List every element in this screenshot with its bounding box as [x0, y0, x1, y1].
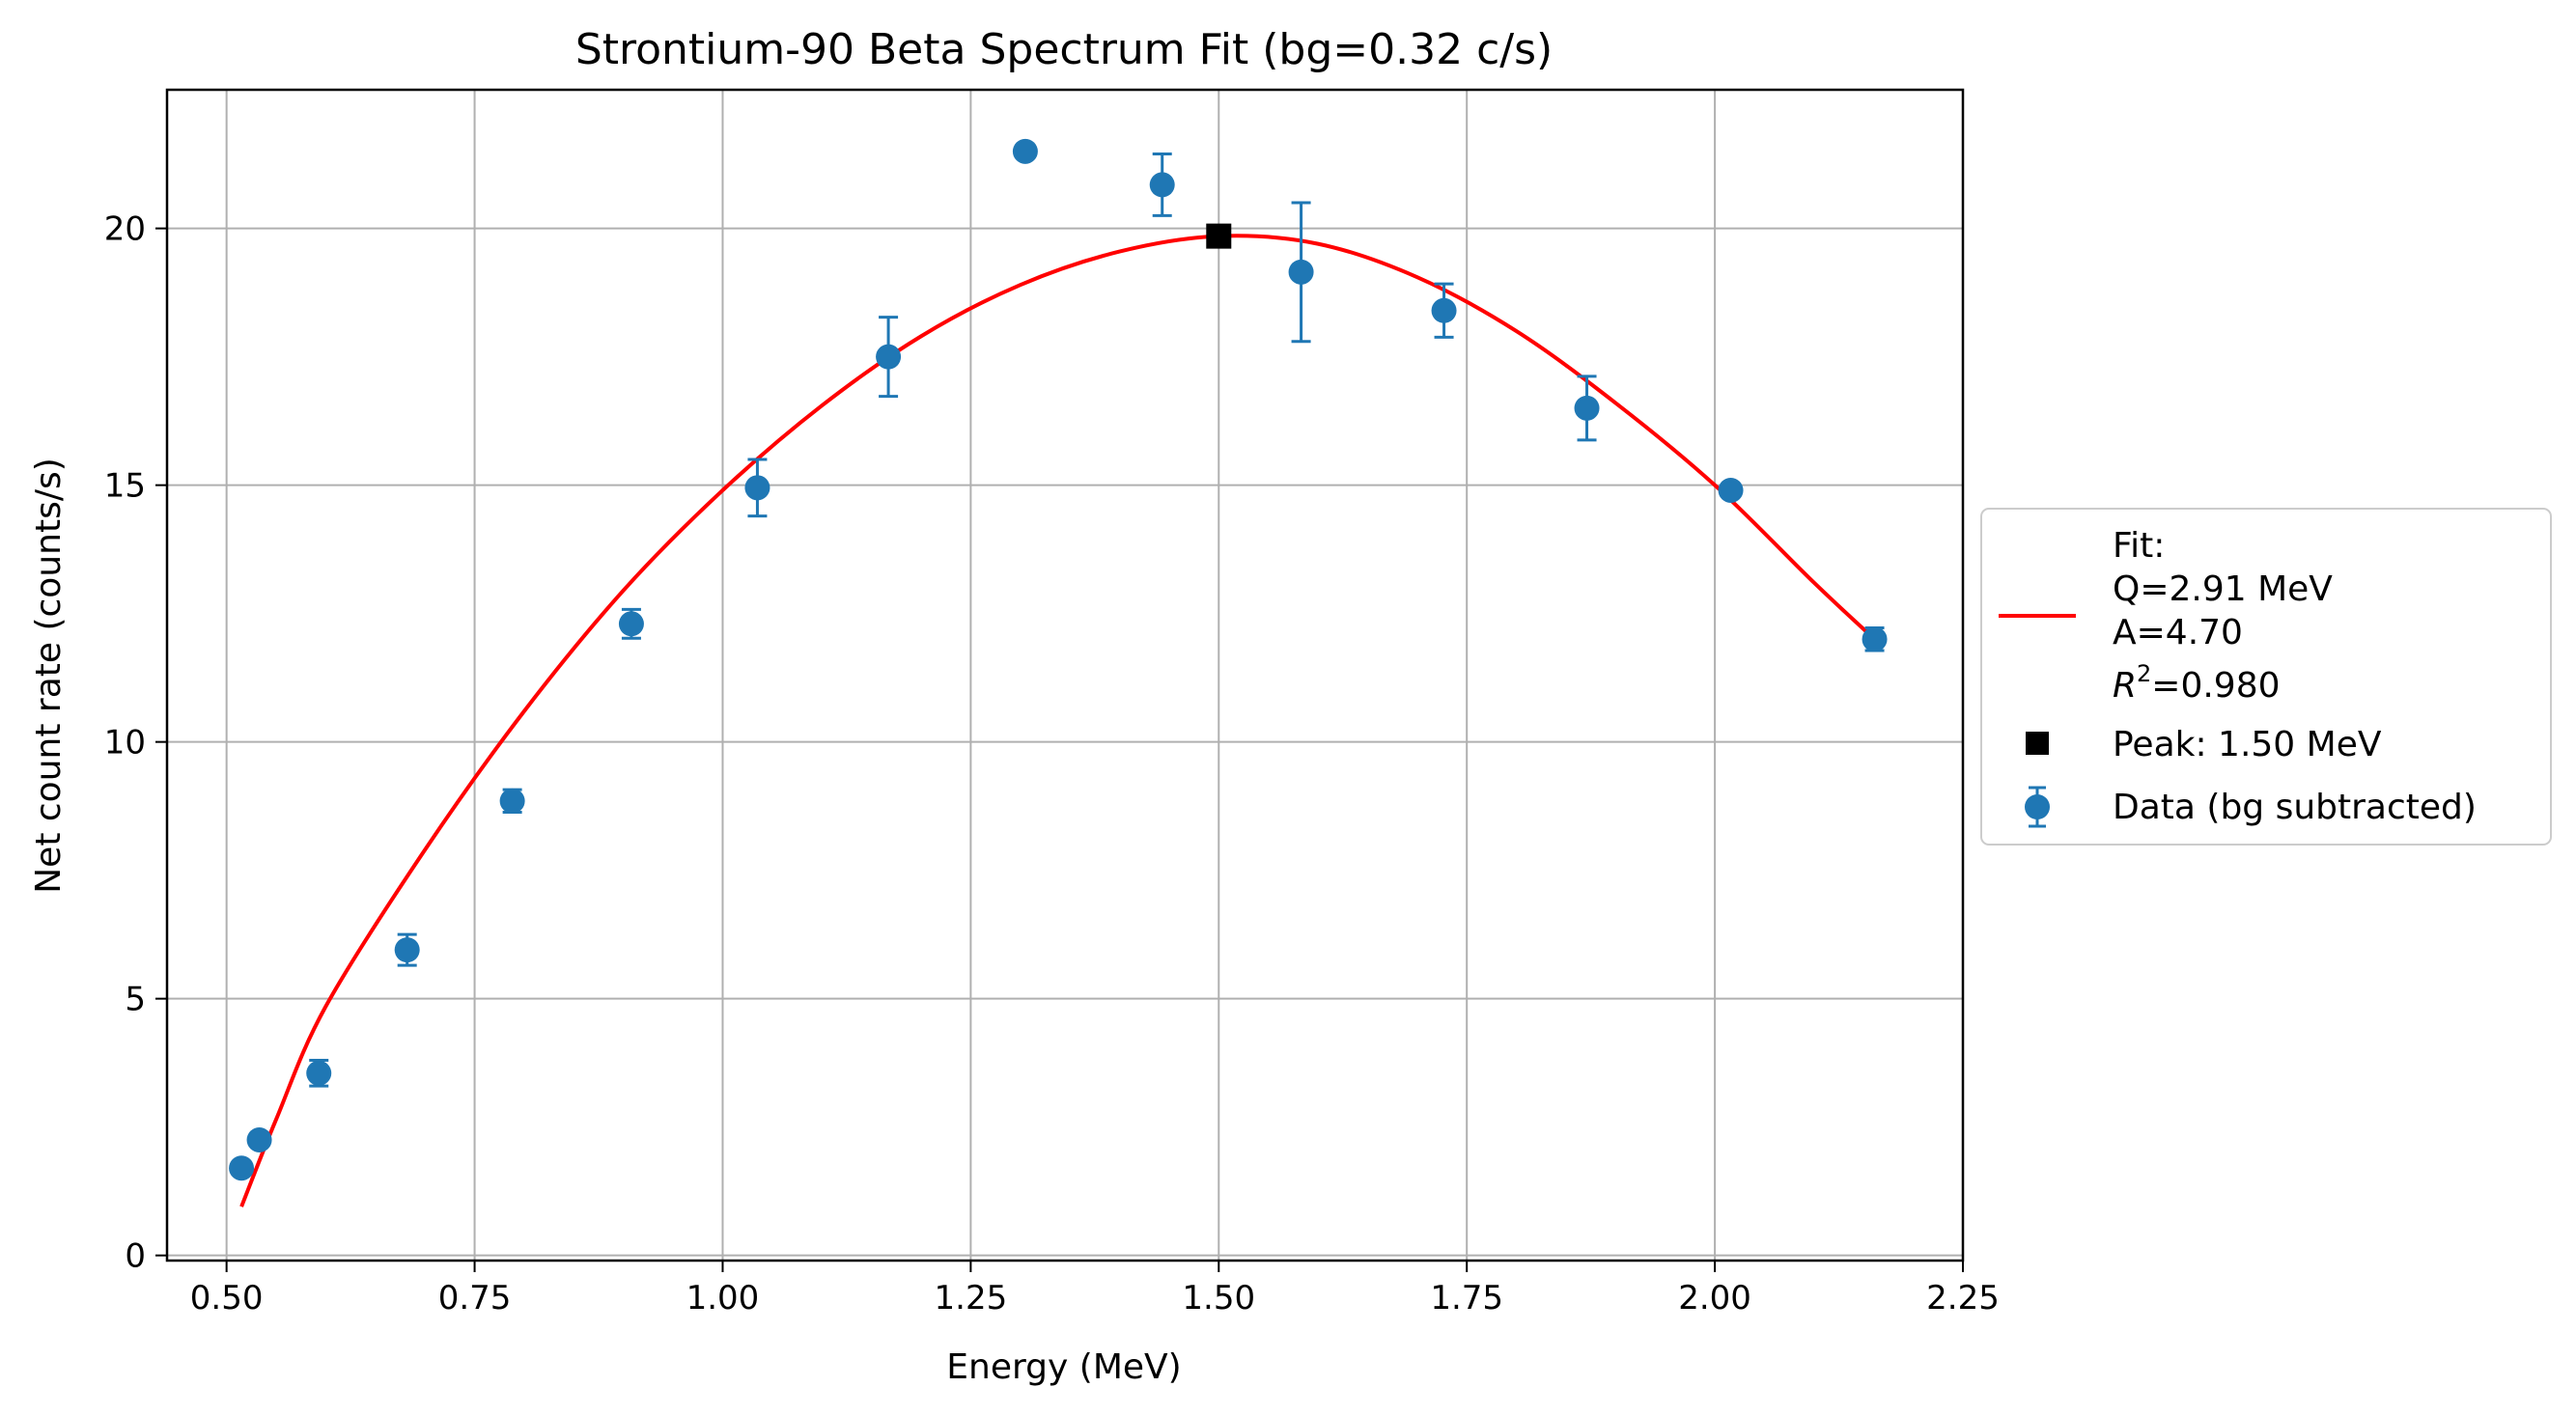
- legend-peak-label: Peak: 1.50 MeV: [2113, 725, 2382, 764]
- ticks: 0.50 0.75 1.00 1.25 1.50 1.75 2.00 2.25 0 5 10 15 20: [104, 210, 2000, 1318]
- data-point: [1431, 297, 1457, 323]
- fit-curve: [239, 234, 1876, 1207]
- x-tick-label: 1.75: [1430, 1279, 1503, 1318]
- legend-fit-line: Q=2.91 MeV: [2113, 569, 2333, 609]
- data-point: [1718, 477, 1744, 503]
- data-point: [1012, 138, 1038, 164]
- data-point: [394, 937, 420, 963]
- plot-frame: [165, 88, 1965, 1262]
- chart-title: Strontium-90 Beta Spectrum Fit (bg=0.32 …: [575, 25, 1553, 74]
- data-point: [1574, 395, 1600, 421]
- legend-data-label: Data (bg subtracted): [2113, 788, 2477, 827]
- x-axis-label: Energy (MeV): [946, 1347, 1181, 1387]
- legend-r2-symbol: R: [2113, 666, 2137, 706]
- series-layer: [229, 138, 1888, 1207]
- x-tick-label: 1.50: [1182, 1279, 1255, 1318]
- legend: Fit: Q=2.91 MeV A=4.70 R2=0.980 Peak: 1.…: [1980, 508, 2552, 846]
- legend-fit-line: Fit:: [2113, 526, 2165, 566]
- data-point: [876, 344, 902, 370]
- y-tick-label: 5: [125, 981, 146, 1019]
- y-tick-label: 15: [104, 467, 146, 506]
- x-tick-label: 0.75: [438, 1279, 512, 1318]
- legend-r2-exponent: 2: [2137, 660, 2151, 687]
- grid: [167, 90, 1964, 1261]
- legend-fit-r2: R2=0.980: [2113, 660, 2281, 706]
- legend-peak-swatch: [2026, 732, 2049, 755]
- data-point: [499, 788, 525, 814]
- y-tick-label: 10: [104, 724, 146, 763]
- data-point: [1862, 626, 1888, 652]
- y-axis-label: Net count rate (counts/s): [29, 458, 69, 894]
- x-tick-label: 1.00: [686, 1279, 760, 1318]
- peak-marker: [1206, 223, 1232, 249]
- x-tick-label: 2.25: [1926, 1279, 2000, 1318]
- y-tick-label: 20: [104, 210, 146, 249]
- data-point: [1149, 172, 1175, 198]
- data-point: [306, 1060, 332, 1086]
- data-point: [1288, 259, 1314, 285]
- data-point: [229, 1155, 255, 1181]
- legend-fit-line: A=4.70: [2113, 613, 2243, 652]
- y-tick-label: 0: [125, 1237, 146, 1276]
- data-point: [744, 475, 770, 501]
- x-tick-label: 0.50: [190, 1279, 264, 1318]
- legend-data-marker: [2025, 794, 2050, 819]
- data-point: [246, 1126, 272, 1152]
- x-tick-label: 1.25: [935, 1279, 1008, 1318]
- x-tick-label: 2.00: [1678, 1279, 1751, 1318]
- legend-r2-value: =0.980: [2151, 666, 2280, 706]
- data-point: [618, 611, 644, 637]
- legend-frame: [1980, 508, 2552, 846]
